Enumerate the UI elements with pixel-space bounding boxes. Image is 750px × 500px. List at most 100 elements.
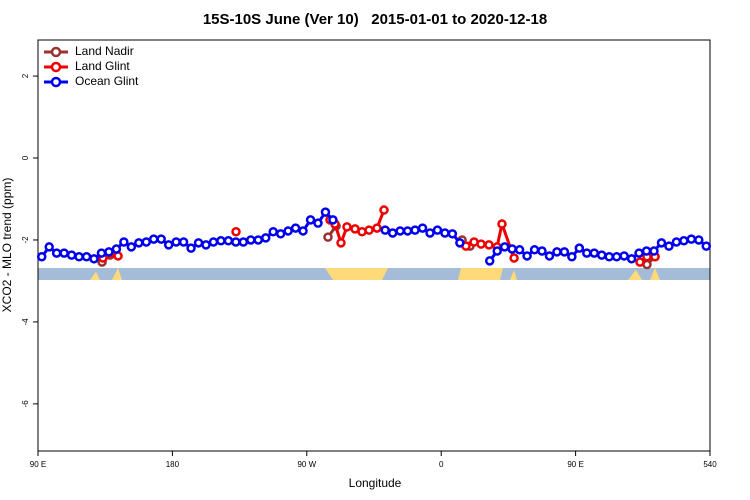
data-point [425, 228, 435, 238]
legend-label: Ocean Glint [75, 74, 139, 88]
data-point [589, 248, 600, 258]
data-point [141, 237, 152, 247]
data-point [484, 256, 495, 266]
data-point [380, 225, 390, 235]
x-tick-label: 90 E [30, 460, 46, 469]
x-tick-label: 180 [166, 460, 180, 469]
legend-label: Land Nadir [75, 44, 134, 58]
data-point [701, 241, 712, 251]
data-point [342, 222, 352, 232]
y-tick-label: 2 [21, 73, 30, 78]
data-point [223, 236, 234, 246]
data-point [268, 227, 278, 237]
data-point [522, 251, 532, 261]
land-patch [628, 270, 642, 280]
data-point [671, 237, 682, 247]
land-mask [38, 268, 710, 280]
data-point [559, 247, 570, 257]
data-point [507, 244, 517, 254]
x-tick-label: 540 [703, 460, 717, 469]
data-point [216, 236, 226, 246]
x-tick-label: 90 E [567, 460, 583, 469]
data-point [208, 237, 219, 247]
data-point [96, 248, 107, 258]
x-tick-label: 0 [439, 460, 444, 469]
data-point [537, 246, 547, 256]
data-point [59, 248, 69, 258]
data-point [402, 226, 413, 236]
data-point [387, 228, 398, 238]
data-point [552, 247, 562, 257]
data-point [290, 223, 301, 233]
legend-marker [50, 46, 62, 58]
data-point [440, 228, 450, 238]
data-point [656, 238, 667, 248]
x-axis-label: Longitude [349, 476, 402, 490]
data-point [582, 248, 592, 258]
y-tick-label: -6 [21, 400, 30, 408]
data-point [626, 254, 637, 264]
data-point [476, 239, 486, 249]
data-point [126, 242, 137, 252]
data-point [499, 242, 510, 252]
data-point [634, 248, 644, 258]
data-point [574, 243, 585, 253]
land-patch [650, 268, 660, 280]
data-point [641, 246, 652, 256]
data-point [260, 233, 271, 243]
data-point [66, 250, 77, 260]
data-point [492, 246, 502, 256]
data-point [81, 252, 92, 262]
data-point [328, 215, 338, 225]
legend-marker [50, 61, 62, 73]
data-point [111, 244, 122, 254]
land-patch [510, 270, 517, 280]
y-tick-label: -4 [21, 318, 30, 326]
data-point [694, 235, 704, 245]
data-point [171, 237, 181, 247]
data-point [635, 257, 645, 267]
data-point [686, 234, 697, 244]
data-point [596, 250, 607, 260]
y-axis-label: XCO2 - MLO trend (ppm) [0, 178, 14, 313]
data-point [238, 237, 249, 247]
data-point [246, 235, 256, 245]
data-point [148, 234, 159, 244]
data-point [51, 248, 62, 258]
data-point [336, 238, 346, 248]
data-point [283, 226, 293, 236]
x-tick-label: 90 W [297, 460, 316, 469]
data-point [364, 225, 374, 235]
data-point [313, 218, 323, 228]
data-point [447, 229, 458, 239]
data-point [89, 254, 99, 264]
data-point [379, 205, 389, 215]
data-point [193, 238, 204, 248]
data-point [163, 240, 174, 250]
data-point [395, 226, 405, 236]
data-point [36, 252, 47, 262]
data-point [604, 252, 614, 262]
land-patch [112, 268, 122, 280]
data-point [186, 243, 196, 253]
data-point [298, 226, 308, 236]
data-point [417, 223, 428, 233]
data-point [514, 245, 525, 255]
data-point [410, 225, 420, 235]
data-point [156, 234, 166, 244]
data-point [323, 232, 333, 242]
data-point [253, 235, 264, 245]
data-point [74, 252, 84, 262]
data-point [664, 241, 674, 251]
data-point [529, 245, 540, 255]
data-point [649, 246, 659, 256]
data-point [544, 251, 555, 261]
data-point [231, 227, 241, 237]
data-point [44, 242, 54, 252]
data-point [134, 238, 144, 248]
data-point [455, 238, 465, 248]
land-patch [90, 272, 100, 280]
data-point [275, 229, 286, 239]
data-point [611, 252, 622, 262]
